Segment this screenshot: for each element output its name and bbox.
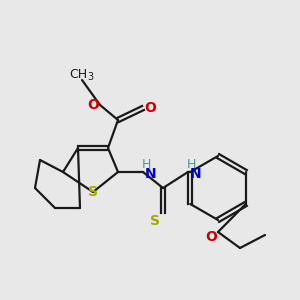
Text: N: N (145, 167, 157, 181)
Text: 3: 3 (87, 72, 93, 82)
Text: O: O (87, 98, 99, 112)
Text: H: H (186, 158, 196, 170)
Text: O: O (144, 101, 156, 115)
Text: S: S (150, 214, 160, 228)
Text: H: H (141, 158, 151, 170)
Text: S: S (88, 185, 98, 199)
Text: CH: CH (69, 68, 87, 82)
Text: N: N (190, 167, 202, 181)
Text: O: O (205, 230, 217, 244)
